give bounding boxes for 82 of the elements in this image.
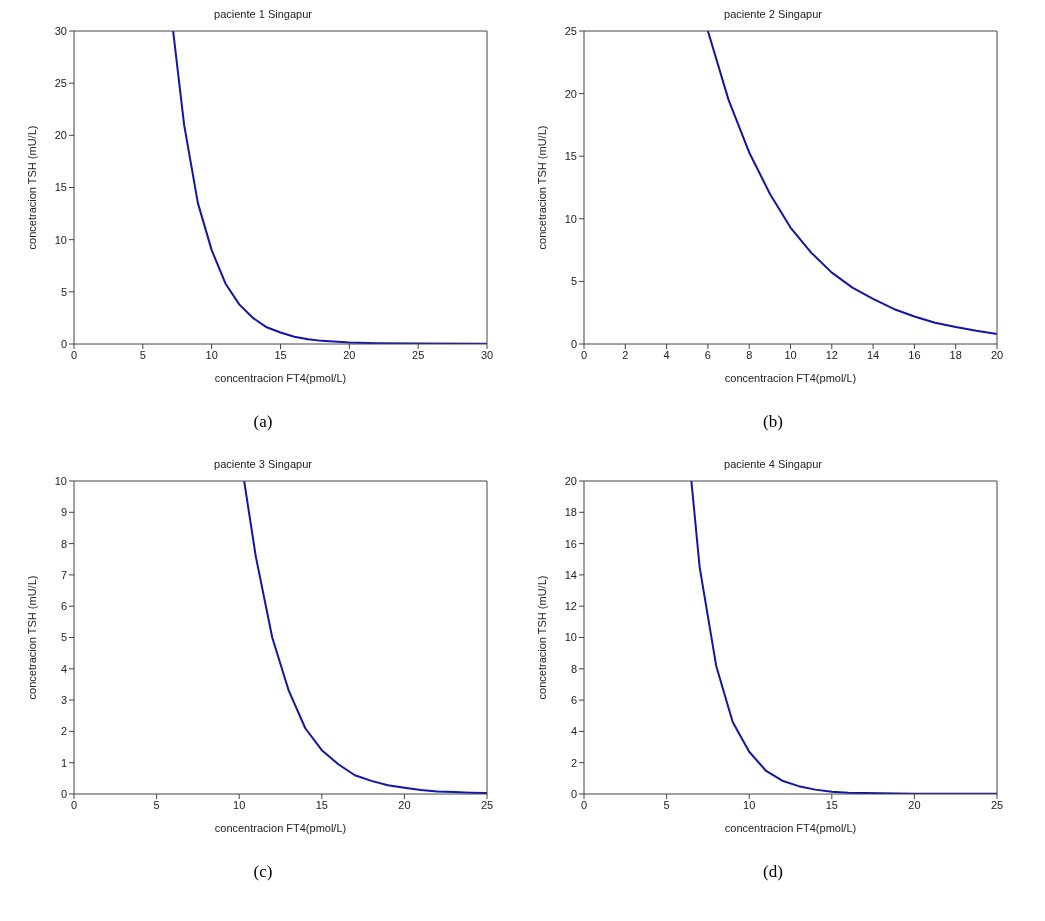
x-tick-label: 5 [153,798,160,811]
y-tick-label: 2 [60,725,67,738]
y-axis-title: concetracion TSH (mU/L) [535,575,548,700]
y-tick-label: 3 [60,694,67,707]
y-tick-label: 18 [564,506,577,519]
y-tick-label: 7 [60,568,67,581]
y-tick-label: 14 [564,568,577,581]
x-tick-label: 4 [663,348,670,361]
y-tick-label: 8 [570,662,577,675]
x-tick-label: 25 [412,348,425,361]
x-tick-label: 30 [480,348,494,361]
x-axis-title: concentracion FT4(pmol/L) [214,822,347,834]
y-tick-label: 6 [60,600,67,613]
y-tick-label: 5 [60,285,67,298]
x-axis-title: concentracion FT4(pmol/L) [214,372,347,384]
y-tick-label: 25 [54,77,67,90]
y-tick-label: 30 [54,24,67,37]
x-axis-title: concentracion FT4(pmol/L) [724,822,857,834]
y-tick-label: 5 [60,631,67,644]
y-tick-label: 5 [570,275,577,288]
x-tick-label: 25 [480,798,494,811]
y-tick-label: 1 [60,756,67,769]
y-tick-label: 0 [570,337,577,350]
y-tick-label: 9 [60,506,67,519]
x-tick-label: 10 [743,798,756,811]
x-tick-label: 0 [580,798,588,811]
y-tick-label: 0 [60,787,67,800]
text: (d) [762,862,784,882]
y-tick-label: 16 [564,537,577,550]
x-tick-label: 0 [70,798,78,811]
x-tick-label: 12 [825,348,838,361]
text: (c) [252,862,274,882]
chart-title: paciente 3 Singapur [213,458,313,472]
x-tick-label: 18 [949,348,962,361]
y-tick-label: 20 [54,129,67,142]
text: (a) [252,412,274,432]
x-tick-label: 16 [908,348,921,361]
x-tick-label: 6 [704,348,711,361]
y-tick-label: 10 [54,233,67,246]
x-tick-label: 0 [580,348,588,361]
x-tick-label: 14 [866,348,880,361]
line-series [706,31,997,335]
y-tick-label: 12 [564,600,577,613]
x-tick-label: 15 [274,348,287,361]
x-tick-label: 20 [908,798,921,811]
y-tick-label: 4 [570,725,577,738]
x-tick-label: 10 [205,348,218,361]
y-tick-label: 15 [54,181,67,194]
x-axis-title: concentracion FT4(pmol/L) [724,372,857,384]
y-tick-label: 6 [570,694,577,707]
x-tick-label: 15 [315,798,328,811]
x-tick-label: 5 [139,348,146,361]
chart-title: paciente 4 Singapur [723,458,823,472]
y-tick-label: 20 [564,87,577,100]
x-tick-label: 10 [233,798,246,811]
x-tick-label: 2 [622,348,629,361]
y-tick-label: 2 [570,756,577,769]
y-tick-label: 20 [564,474,577,487]
y-axis-title: concetracion TSH (mU/L) [535,125,548,250]
chart-title: paciente 1 Singapur [213,8,313,22]
x-tick-label: 15 [825,798,838,811]
y-tick-label: 10 [564,212,577,225]
y-tick-label: 15 [564,150,577,163]
chart-title: paciente 2 Singapur [723,8,823,22]
x-tick-label: 5 [663,798,670,811]
y-tick-label: 0 [60,337,67,350]
x-tick-label: 20 [343,348,356,361]
y-tick-label: 0 [570,787,577,800]
x-tick-label: 25 [990,798,1004,811]
y-tick-label: 10 [564,631,577,644]
y-tick-label: 8 [60,537,67,550]
x-tick-label: 20 [990,348,1004,361]
x-tick-label: 8 [746,348,753,361]
y-axis-title: concetracion TSH (mU/L) [25,125,38,250]
y-tick-label: 10 [54,474,67,487]
text: (b) [762,412,784,432]
y-tick-label: 4 [60,662,67,675]
y-tick-label: 25 [564,24,577,37]
x-tick-label: 20 [398,798,411,811]
x-tick-label: 0 [70,348,78,361]
y-axis-title: concetracion TSH (mU/L) [25,575,38,700]
x-tick-label: 10 [784,348,797,361]
